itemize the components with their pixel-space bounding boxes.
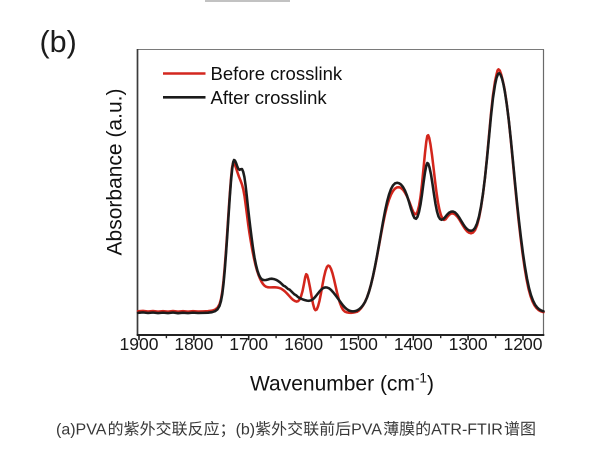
svg-text:PVA: PVA	[351, 422, 382, 439]
svg-text:Wavenumber (cm-1): Wavenumber (cm-1)	[250, 371, 434, 396]
svg-text:1200: 1200	[504, 334, 543, 354]
svg-text:ATR-FTIR: ATR-FTIR	[431, 422, 503, 439]
svg-text:(b): (b)	[236, 422, 256, 439]
svg-text:After crosslink: After crosslink	[211, 87, 328, 108]
svg-text:1300: 1300	[449, 334, 488, 354]
svg-text:Before crosslink: Before crosslink	[211, 63, 343, 84]
svg-text:1600: 1600	[284, 334, 323, 354]
svg-text:1500: 1500	[339, 334, 378, 354]
svg-text:1800: 1800	[174, 334, 213, 354]
svg-text:1400: 1400	[394, 334, 433, 354]
svg-text:1900: 1900	[120, 334, 159, 354]
svg-text:(a)PVA: (a)PVA	[56, 422, 107, 439]
svg-text:1700: 1700	[229, 334, 268, 354]
svg-text:(b): (b)	[40, 25, 77, 59]
svg-text:Absorbance (a.u.): Absorbance (a.u.)	[104, 89, 127, 256]
